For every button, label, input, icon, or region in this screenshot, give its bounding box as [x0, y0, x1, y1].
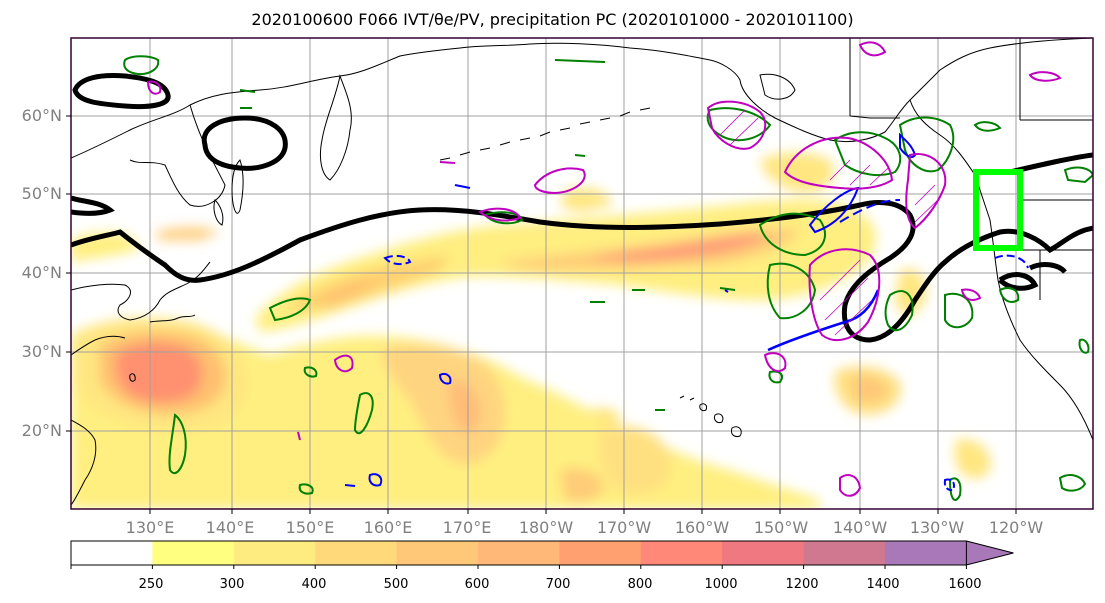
- colorbar-label: 400: [301, 577, 327, 592]
- lat-label-60n: 60°N: [21, 106, 62, 125]
- lat-label-40n: 40°N: [21, 263, 62, 282]
- lon-label-180w: 180°W: [518, 518, 574, 537]
- precip-pc-hatching: [719, 109, 941, 336]
- colorbar-label: 250: [138, 577, 164, 592]
- colorbar-label: 1200: [785, 577, 819, 592]
- colorbar-label: 700: [545, 577, 571, 592]
- lon-label-160e: 160°E: [363, 518, 413, 537]
- lon-label-150e: 150°E: [285, 518, 335, 537]
- colorbar-segment: [722, 541, 805, 565]
- colorbar-label: 1000: [704, 577, 738, 592]
- lon-label-170e: 170°E: [442, 518, 492, 537]
- target-region-box: [973, 169, 1023, 251]
- colorbar-segment: [803, 541, 886, 565]
- map-title: 2020100600 F066 IVT/θe/PV, precipitation…: [251, 10, 854, 29]
- lon-label-150w: 150°W: [753, 518, 809, 537]
- axis-ticks: [66, 115, 1017, 514]
- colorbar-label: 800: [627, 577, 653, 592]
- lon-label-130w: 130°W: [909, 518, 965, 537]
- lat-label-50n: 50°N: [21, 184, 62, 203]
- lon-label-130e: 130°E: [125, 518, 175, 537]
- lon-label-170w: 170°W: [596, 518, 652, 537]
- colorbar-extend-arrow: [965, 540, 1014, 566]
- precip-pc-contours: [146, 41, 1062, 497]
- colorbar-label: 600: [464, 577, 490, 592]
- colorbar-segment: [71, 541, 153, 565]
- lon-label-120w: 120°W: [988, 518, 1044, 537]
- colorbar-frame: [70, 540, 967, 566]
- coastlines: [71, 38, 1093, 506]
- colorbar-segment: [885, 541, 967, 565]
- colorbar-segment: [315, 541, 398, 565]
- colorbar-label: 500: [383, 577, 409, 592]
- colorbar-label: 300: [219, 577, 245, 592]
- colorbar-segment: [478, 541, 560, 565]
- lat-label-20n: 20°N: [21, 421, 62, 440]
- pv-positive-contours: [123, 55, 1093, 501]
- lon-label-140w: 140°W: [832, 518, 888, 537]
- colorbar-segment: [396, 541, 479, 565]
- colorbar-segment: [233, 541, 316, 565]
- colorbar-segment: [559, 541, 642, 565]
- lon-label-140e: 140°E: [205, 518, 255, 537]
- colorbar-segment: [640, 541, 723, 565]
- colorbar: [70, 540, 1014, 569]
- colorbar-label: 1400: [866, 577, 900, 592]
- colorbar-label: 1600: [948, 577, 982, 592]
- lat-label-30n: 30°N: [21, 342, 62, 361]
- map-plot-area: [71, 38, 1093, 509]
- lon-label-160w: 160°W: [674, 518, 730, 537]
- pv-negative-contours: [344, 132, 1029, 492]
- colorbar-segment: [152, 541, 235, 565]
